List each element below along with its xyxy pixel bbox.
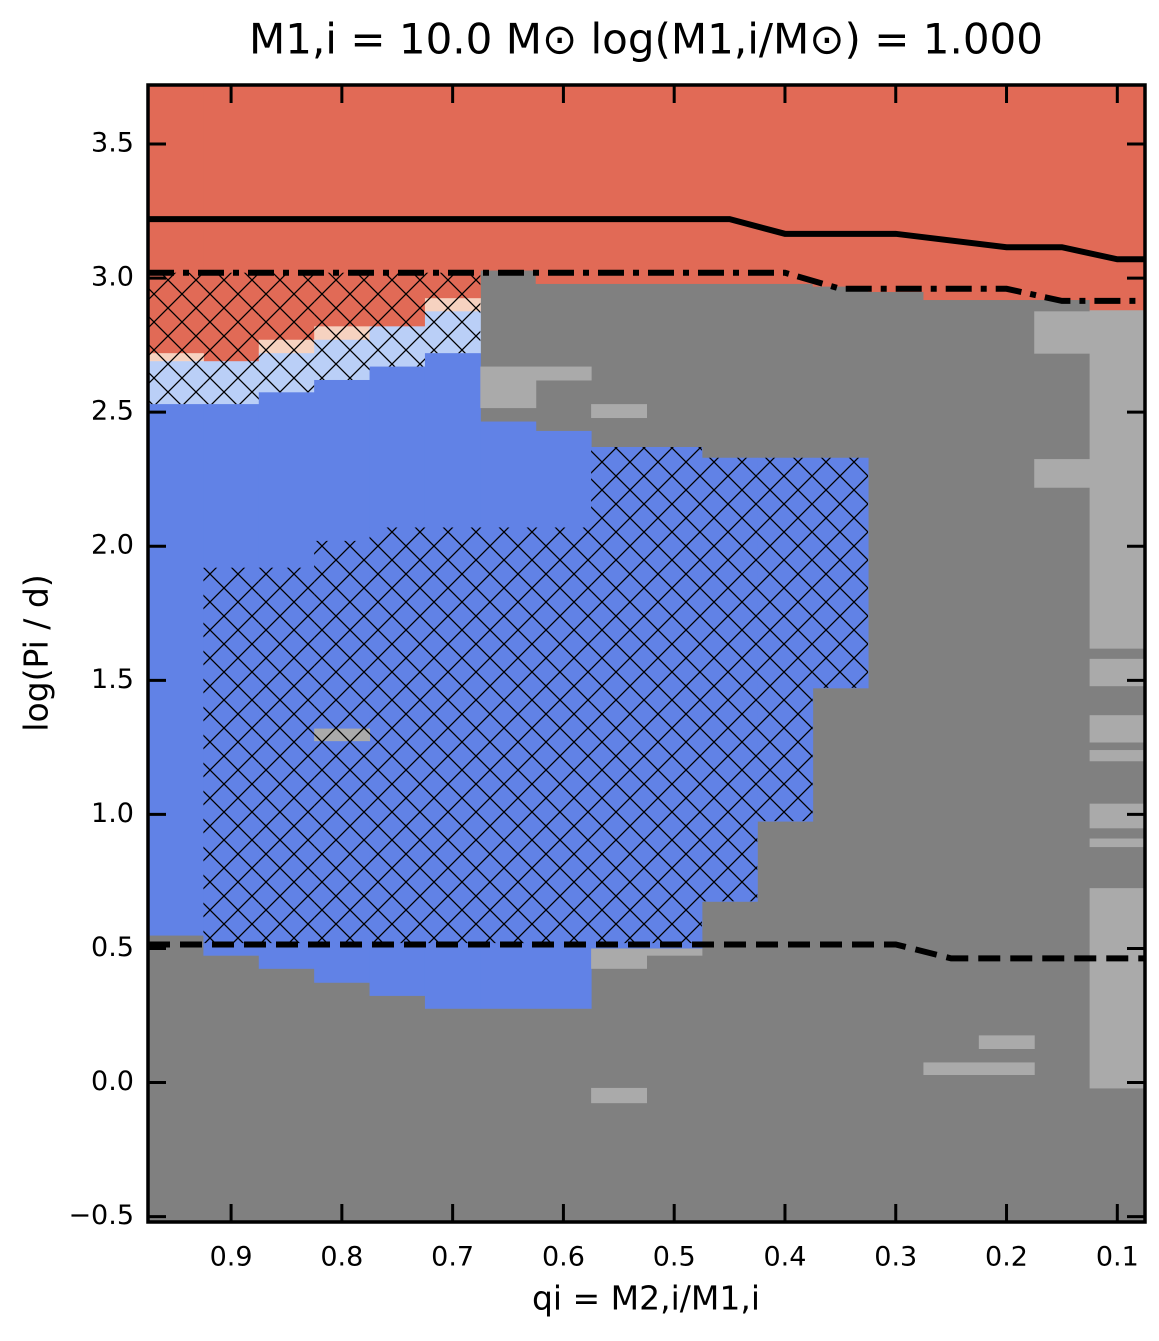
region-cell [978, 1035, 1035, 1050]
hatch-cell [148, 272, 204, 405]
y-tick-label: 0.0 [91, 1066, 134, 1097]
region-cell [646, 948, 703, 956]
hatch-cell [314, 272, 370, 380]
hatch-cell [203, 272, 259, 405]
y-tick-label: 2.0 [91, 530, 134, 561]
hatch-cell [369, 272, 425, 367]
y-tick-label: 1.5 [91, 664, 134, 695]
region-cell [1089, 888, 1146, 1089]
region-cell [535, 366, 592, 381]
region-cell [535, 85, 647, 284]
boundary-line [148, 941, 1145, 962]
hatch-cell [369, 527, 592, 944]
x-tick-label: 0.5 [653, 1242, 696, 1273]
y-tick-label: 3.0 [91, 262, 134, 293]
region-cell [148, 404, 204, 936]
chart-title: M1,i = 10.0 M⊙ log(M1,i/M⊙) = 1.000 [249, 15, 1043, 64]
x-tick-label: 0.8 [320, 1242, 363, 1273]
hatch-cell [701, 457, 758, 902]
plot-area [148, 85, 1146, 1222]
boundary-line [148, 216, 1145, 263]
region-cell [424, 85, 481, 299]
region-cell [1034, 311, 1091, 354]
hatch-cell [757, 457, 813, 822]
hatch-cell [203, 567, 259, 944]
region-cell [868, 85, 924, 292]
region-cell [1089, 658, 1146, 687]
y-tick-label: −0.5 [68, 1200, 134, 1231]
x-axis-label: qi = M2,i/M1,i [532, 1279, 760, 1318]
y-tick-label: 0.5 [91, 932, 134, 963]
region-cell [1089, 838, 1146, 848]
y-axis-label: log(Pi / d) [17, 574, 56, 731]
region-cell [1089, 750, 1146, 762]
region-cell [1089, 85, 1146, 311]
x-tick-label: 0.2 [985, 1242, 1028, 1273]
region-cell [480, 366, 537, 409]
x-tick-label: 0.3 [874, 1242, 917, 1273]
hatch-cell [258, 567, 315, 944]
x-tick-label: 0.9 [210, 1242, 253, 1273]
plot-frame [146, 83, 1147, 1224]
region-cell [591, 404, 647, 419]
hatch-cell [258, 272, 315, 393]
region-cell [923, 1062, 1035, 1076]
region-cell [591, 1087, 647, 1104]
hatch-cell [314, 540, 370, 944]
region-cell [646, 85, 814, 284]
y-tick-label: 2.5 [91, 396, 134, 427]
hatch-cell [424, 272, 481, 354]
x-tick-label: 0.1 [1096, 1242, 1139, 1273]
hatch-cell [812, 457, 869, 688]
x-tick-label: 0.4 [763, 1242, 806, 1273]
x-tick-label: 0.6 [542, 1242, 585, 1273]
hatch-cell [591, 447, 702, 944]
region-cell [1089, 310, 1146, 649]
y-tick-label: 1.0 [91, 798, 134, 829]
region-cell [1034, 459, 1091, 488]
region-cell [1089, 803, 1146, 829]
y-tick-label: 3.5 [91, 127, 134, 158]
region-cell [1089, 715, 1146, 743]
region-cell [480, 85, 537, 271]
region-cell [591, 948, 647, 969]
region-cell [812, 85, 869, 287]
x-tick-label: 0.7 [431, 1242, 474, 1273]
region-cell [923, 85, 1091, 301]
